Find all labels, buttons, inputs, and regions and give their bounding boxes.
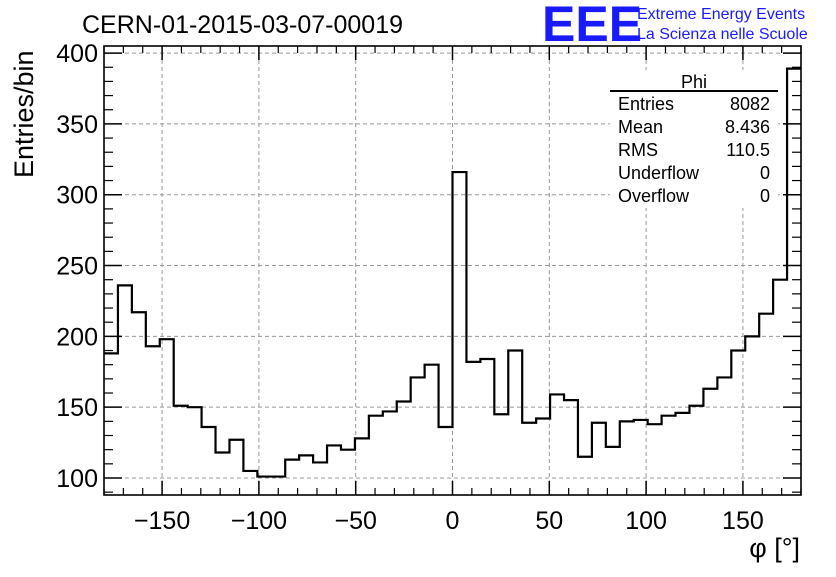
y-tick-label: 350 <box>56 111 98 139</box>
eee-logo-letters: EEE <box>542 0 642 52</box>
stats-name: Phi <box>681 72 707 92</box>
x-tick-label: 100 <box>625 507 667 535</box>
x-tick-label: 0 <box>446 507 460 535</box>
y-tick-labels: 100 150 200 250 300 350 400 <box>56 40 98 493</box>
y-tick-label: 200 <box>56 323 98 351</box>
x-tick-label: 150 <box>722 507 764 535</box>
x-axis-label: φ [°] <box>749 533 800 563</box>
y-axis-label: Entries/bin <box>9 50 39 178</box>
logo-line-1: Extreme Energy Events <box>637 6 805 23</box>
x-tick-label: 50 <box>535 507 563 535</box>
x-tick-label: −100 <box>231 507 287 535</box>
stats-box: Phi Entries 8082 Mean 8.436 RMS 110.5 Un… <box>610 70 778 208</box>
x-tick-label: −50 <box>334 507 376 535</box>
logo-line-2: La Scienza nelle Scuole <box>637 26 808 43</box>
stats-label-overflow: Overflow <box>618 186 690 206</box>
y-tick-label: 250 <box>56 253 98 281</box>
stats-value-underflow: 0 <box>760 163 770 183</box>
eee-logo: EEE Extreme Energy Events La Scienza nel… <box>542 0 808 52</box>
stats-label-underflow: Underflow <box>618 163 700 183</box>
x-tick-label: −150 <box>134 507 190 535</box>
y-tick-label: 300 <box>56 182 98 210</box>
stats-label-mean: Mean <box>618 117 663 137</box>
y-tick-label: 400 <box>56 40 98 68</box>
y-tick-label: 100 <box>56 465 98 493</box>
stats-value-rms: 110.5 <box>726 140 770 160</box>
x-tick-labels: −150 −100 −50 0 50 100 150 <box>134 507 764 535</box>
y-tick-label: 150 <box>56 394 98 422</box>
stats-value-entries: 8082 <box>730 94 770 114</box>
stats-label-entries: Entries <box>618 94 674 114</box>
chart-title: CERN-01-2015-03-07-00019 <box>82 11 403 39</box>
stats-label-rms: RMS <box>618 140 658 160</box>
histogram-series <box>104 67 801 478</box>
stats-box-background <box>610 70 778 208</box>
stats-value-mean: 8.436 <box>725 117 770 137</box>
axis-ticks <box>103 46 802 495</box>
stats-value-overflow: 0 <box>760 186 770 206</box>
